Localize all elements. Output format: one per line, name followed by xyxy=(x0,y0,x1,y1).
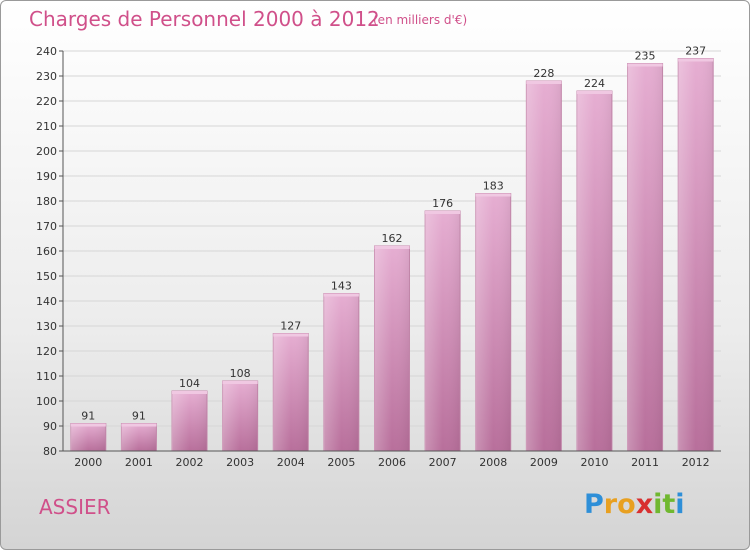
bar-shine xyxy=(222,381,258,451)
bar-shine xyxy=(323,293,359,451)
y-tick-label: 120 xyxy=(36,345,57,358)
x-tick-label: 2012 xyxy=(682,456,710,469)
y-axis-ticks: 80 90 100 110 120 130 140 150 160 170 180 190 200 210… xyxy=(36,45,63,458)
axes xyxy=(62,51,721,452)
x-tick-label: 2006 xyxy=(378,456,406,469)
bar-shine xyxy=(121,423,157,451)
data-label: 176 xyxy=(432,197,453,210)
bar-top xyxy=(475,193,511,197)
x-tick-label: 2005 xyxy=(327,456,355,469)
y-tick-label: 160 xyxy=(36,245,57,258)
y-tick-label: 80 xyxy=(43,445,57,458)
bar-shine xyxy=(627,63,663,451)
y-tick-label: 110 xyxy=(36,370,57,383)
bar-top xyxy=(70,423,106,427)
x-axis-ticks: 2000 2001 2002 2003 2004 2005 2006 2007 2008 2009… xyxy=(74,456,709,469)
bar-top xyxy=(678,58,714,62)
y-tick-label: 220 xyxy=(36,95,57,108)
bar-top xyxy=(222,381,258,384)
y-tick-label: 150 xyxy=(36,270,57,283)
logo-letter: x xyxy=(635,489,654,520)
bar-top xyxy=(576,91,612,94)
data-label: 143 xyxy=(331,280,352,293)
logo-letter: P xyxy=(584,489,604,520)
logo-letter: o xyxy=(617,489,636,520)
data-label: 228 xyxy=(533,67,554,80)
y-tick-label: 240 xyxy=(36,45,57,58)
y-tick-label: 100 xyxy=(36,395,57,408)
logo-letter: r xyxy=(603,489,618,520)
bar-top xyxy=(121,423,157,427)
logo-letter: i xyxy=(653,489,663,520)
chart-title: Charges de Personnel 2000 à 2012 xyxy=(29,7,380,31)
data-label: 127 xyxy=(280,320,301,333)
x-tick-label: 2004 xyxy=(277,456,305,469)
data-label: 91 xyxy=(81,410,95,423)
bar-shine xyxy=(273,333,309,451)
y-tick-label: 130 xyxy=(36,320,57,333)
data-label: 183 xyxy=(483,180,504,193)
bar-top xyxy=(374,246,410,249)
x-tick-label: 2002 xyxy=(176,456,204,469)
bar-shine xyxy=(678,58,714,451)
x-tick-label: 2003 xyxy=(226,456,254,469)
bar-shine xyxy=(526,81,562,451)
x-tick-label: 2000 xyxy=(74,456,102,469)
bar-shine xyxy=(475,193,511,451)
x-tick-label: 2008 xyxy=(479,456,507,469)
logo-letter: i xyxy=(675,489,685,520)
bar-top xyxy=(172,391,208,394)
data-label: 108 xyxy=(230,367,251,380)
logo-letter: t xyxy=(662,489,676,520)
data-label: 235 xyxy=(635,50,656,63)
bar-shine xyxy=(576,91,612,451)
y-tick-label: 190 xyxy=(36,170,57,183)
bar-shine xyxy=(172,391,208,451)
bar-shine xyxy=(70,423,106,451)
x-tick-label: 2007 xyxy=(429,456,457,469)
y-tick-label: 140 xyxy=(36,295,57,308)
x-tick-label: 2009 xyxy=(530,456,558,469)
chart-subtitle: (en milliers d'€) xyxy=(373,13,468,27)
y-tick-label: 90 xyxy=(43,420,57,433)
y-tick-label: 180 xyxy=(36,195,57,208)
x-tick-label: 2010 xyxy=(580,456,608,469)
proxiti-logo: Proxiti xyxy=(584,489,685,520)
data-label: 91 xyxy=(132,410,146,423)
bar-top xyxy=(323,293,359,297)
y-tick-label: 200 xyxy=(36,145,57,158)
bar-top xyxy=(627,63,663,67)
y-tick-label: 210 xyxy=(36,120,57,133)
place-name: ASSIER xyxy=(39,495,111,519)
y-tick-label: 230 xyxy=(36,70,57,83)
bar-top xyxy=(526,81,562,84)
data-label: 162 xyxy=(382,232,403,245)
bars: 91 91 104 108 127 143 162 176 183 228 224 235 237 xyxy=(70,45,714,452)
data-label: 237 xyxy=(685,45,706,58)
bar-top xyxy=(273,333,309,337)
bar-shine xyxy=(374,246,410,451)
bar-shine xyxy=(425,211,461,451)
y-tick-label: 170 xyxy=(36,220,57,233)
x-tick-label: 2011 xyxy=(631,456,659,469)
data-label: 104 xyxy=(179,377,200,390)
bar-top xyxy=(425,211,461,214)
data-label: 224 xyxy=(584,77,605,90)
x-tick-label: 2001 xyxy=(125,456,153,469)
